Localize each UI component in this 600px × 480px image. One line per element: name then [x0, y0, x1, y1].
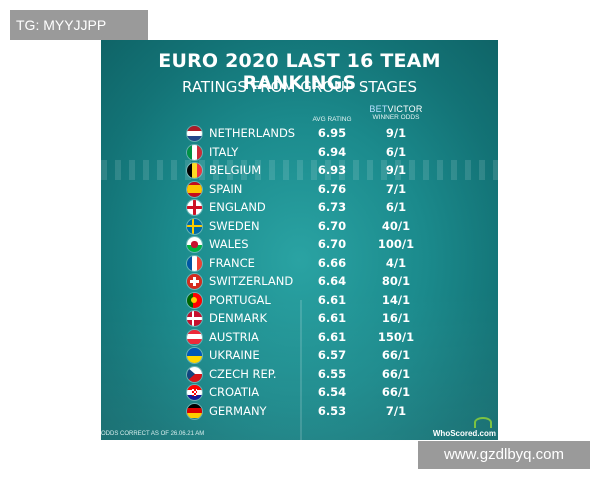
top-watermark: TG: MYYJJPP	[10, 10, 148, 40]
team-row: ITALY 6.94 6/1	[101, 143, 498, 161]
team-name: SWEDEN	[209, 218, 260, 233]
winner-odds-header: WINNER ODDS	[372, 114, 420, 121]
betvictor-logo-bet: BET	[369, 104, 388, 114]
team-name: PORTUGAL	[209, 292, 271, 307]
team-name: AUSTRIA	[209, 329, 259, 344]
team-row: ENGLAND 6.73 6/1	[101, 198, 498, 216]
germany-flag-icon	[187, 403, 202, 419]
team-name: CZECH REP.	[209, 366, 277, 381]
switzerland-flag-icon	[187, 274, 202, 289]
team-winner-odds: 9/1	[385, 126, 407, 140]
team-name: FRANCE	[209, 255, 255, 270]
team-row: GERMANY 6.53 7/1	[101, 402, 498, 420]
team-avg-rating: 6.61	[317, 311, 347, 325]
team-avg-rating: 6.55	[317, 366, 347, 381]
team-avg-rating: 6.93	[317, 163, 347, 177]
team-row: CROATIA 6.54 66/1	[101, 383, 498, 401]
team-row: CZECH REP. 6.55 66/1	[101, 365, 498, 383]
betvictor-logo-victor: VICTOR	[387, 104, 423, 114]
team-row: SPAIN 6.76 7/1	[101, 180, 498, 198]
team-avg-rating: 6.94	[317, 144, 347, 159]
team-winner-odds: 150/1	[377, 329, 415, 344]
team-row: NETHERLANDS 6.95 9/1	[101, 124, 498, 142]
austria-flag-icon	[187, 329, 202, 345]
team-winner-odds: 6/1	[385, 144, 407, 159]
team-avg-rating: 6.73	[317, 200, 347, 214]
team-row: SWEDEN 6.70 40/1	[101, 217, 498, 235]
team-winner-odds: 40/1	[381, 218, 411, 233]
team-winner-odds: 66/1	[381, 385, 411, 399]
team-name: UKRAINE	[209, 348, 260, 362]
belgium-flag-icon	[187, 163, 202, 178]
team-winner-odds: 7/1	[385, 403, 407, 418]
team-winner-odds: 66/1	[381, 366, 411, 381]
team-avg-rating: 6.61	[317, 292, 347, 307]
team-name: SWITZERLAND	[209, 274, 294, 288]
team-avg-rating: 6.64	[317, 274, 347, 288]
team-row: AUSTRIA 6.61 150/1	[101, 328, 498, 346]
netherlands-flag-icon	[187, 126, 202, 141]
team-row: PORTUGAL 6.61 14/1	[101, 291, 498, 309]
team-name: CROATIA	[209, 385, 260, 399]
team-name: NETHERLANDS	[209, 126, 296, 140]
team-winner-odds: 66/1	[381, 348, 411, 362]
avg-rating-header: AVG RATING	[312, 116, 352, 123]
france-flag-icon	[187, 255, 202, 271]
wales-flag-icon	[187, 237, 202, 252]
team-avg-rating: 6.66	[317, 255, 347, 270]
whoscored-logo-icon	[474, 417, 492, 428]
team-avg-rating: 6.57	[317, 348, 347, 362]
team-row: BELGIUM 6.93 9/1	[101, 161, 498, 179]
team-name: GERMANY	[209, 403, 267, 418]
team-name: SPAIN	[209, 181, 243, 196]
team-row: WALES 6.70 100/1	[101, 235, 498, 253]
team-avg-rating: 6.61	[317, 329, 347, 344]
odds-header: BETVICTOR WINNER ODDS	[367, 104, 425, 121]
graphic-title: EURO 2020 LAST 16 TEAM RANKINGS	[158, 50, 441, 94]
team-winner-odds: 100/1	[377, 237, 415, 251]
team-row: UKRAINE 6.57 66/1	[101, 346, 498, 364]
team-winner-odds: 9/1	[385, 163, 407, 177]
czech-flag-icon	[187, 366, 202, 382]
team-avg-rating: 6.76	[317, 181, 347, 196]
ukraine-flag-icon	[187, 348, 202, 363]
team-winner-odds: 14/1	[381, 292, 411, 307]
team-name: ENGLAND	[209, 200, 266, 214]
italy-flag-icon	[187, 144, 202, 160]
team-row: DENMARK 6.61 16/1	[101, 309, 498, 327]
team-winner-odds: 6/1	[385, 200, 407, 214]
team-name: ITALY	[209, 144, 239, 159]
graphic-subtitle: RATINGS FROM GROUP STAGES	[182, 78, 417, 96]
team-row: FRANCE 6.66 4/1	[101, 254, 498, 272]
spain-flag-icon	[187, 181, 202, 197]
sweden-flag-icon	[187, 218, 202, 234]
croatia-flag-icon	[187, 385, 202, 400]
whoscored-logo: WhoScored.com	[432, 429, 496, 438]
team-avg-rating: 6.70	[317, 218, 347, 233]
team-winner-odds: 7/1	[385, 181, 407, 196]
team-name: WALES	[209, 237, 249, 251]
betvictor-logo: BETVICTOR	[367, 104, 425, 114]
team-row: SWITZERLAND 6.64 80/1	[101, 272, 498, 290]
odds-footnote: ODDS CORRECT AS OF 26.06.21 AM	[101, 431, 205, 437]
rankings-graphic: EURO 2020 LAST 16 TEAM RANKINGS RATINGS …	[101, 40, 498, 440]
team-avg-rating: 6.54	[317, 385, 347, 399]
team-avg-rating: 6.53	[317, 403, 347, 418]
bottom-watermark: www.gzdlbyq.com	[418, 441, 590, 469]
team-name: DENMARK	[209, 311, 268, 325]
portugal-flag-icon	[187, 292, 202, 308]
team-name: BELGIUM	[209, 163, 262, 177]
team-winner-odds: 16/1	[381, 311, 411, 325]
team-winner-odds: 4/1	[385, 255, 407, 270]
england-flag-icon	[187, 200, 202, 215]
denmark-flag-icon	[187, 311, 202, 326]
team-winner-odds: 80/1	[381, 274, 411, 288]
pitch-background	[101, 290, 498, 440]
team-avg-rating: 6.70	[317, 237, 347, 251]
team-avg-rating: 6.95	[317, 126, 347, 140]
